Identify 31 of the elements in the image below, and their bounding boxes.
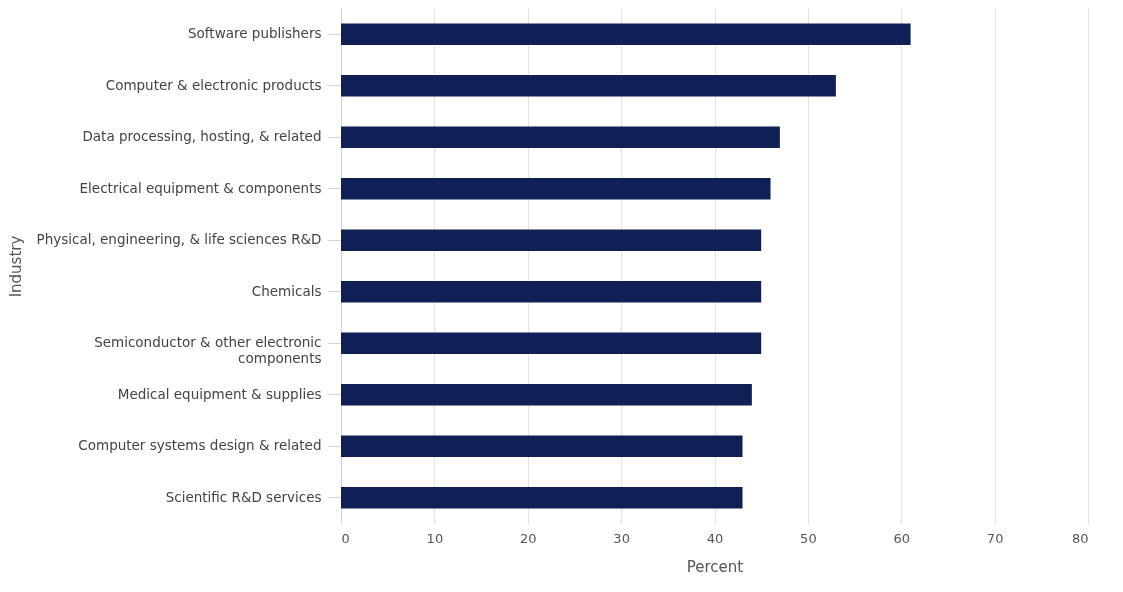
y-tick-label: Computer & electronic products (105, 76, 322, 93)
x-tick-label: 10 (426, 530, 444, 546)
x-tick-label: 30 (613, 530, 630, 546)
bar (341, 486, 743, 509)
y-tick-label: Semiconductor & other electronic components (94, 334, 322, 366)
y-tick-label: Electrical equipment & components (79, 179, 322, 196)
y-tick-label: Software publishers (188, 25, 322, 42)
bar (341, 74, 836, 97)
y-tick-label: Medical equipment & supplies (117, 385, 322, 402)
bar (341, 383, 752, 406)
bar (341, 435, 743, 458)
x-tick-label: 60 (893, 530, 911, 546)
x-tick-label: 20 (519, 530, 537, 546)
bar (341, 280, 762, 303)
y-tick-label: Chemicals (251, 282, 322, 299)
x-tick-label: 70 (986, 530, 1004, 546)
x-tick-label: 50 (800, 530, 817, 546)
x-tick-label: 40 (706, 530, 724, 546)
y-tick-label: Scientific R&D services (165, 488, 322, 505)
x-axis-title: Percent (686, 557, 744, 576)
bar (341, 229, 762, 252)
y-axis-title: Industry (6, 235, 25, 298)
x-tick-label: 0 (341, 530, 350, 546)
bar (341, 126, 780, 149)
bar (341, 177, 771, 200)
y-tick-label: Computer systems design & related (78, 437, 322, 454)
y-tick-label: Data processing, hosting, & related (82, 128, 322, 145)
y-tick-label: Physical, engineering, & life sciences R&D (36, 231, 322, 248)
x-tick-label: 80 (1071, 530, 1089, 546)
bar (341, 23, 911, 46)
bar (341, 332, 762, 355)
